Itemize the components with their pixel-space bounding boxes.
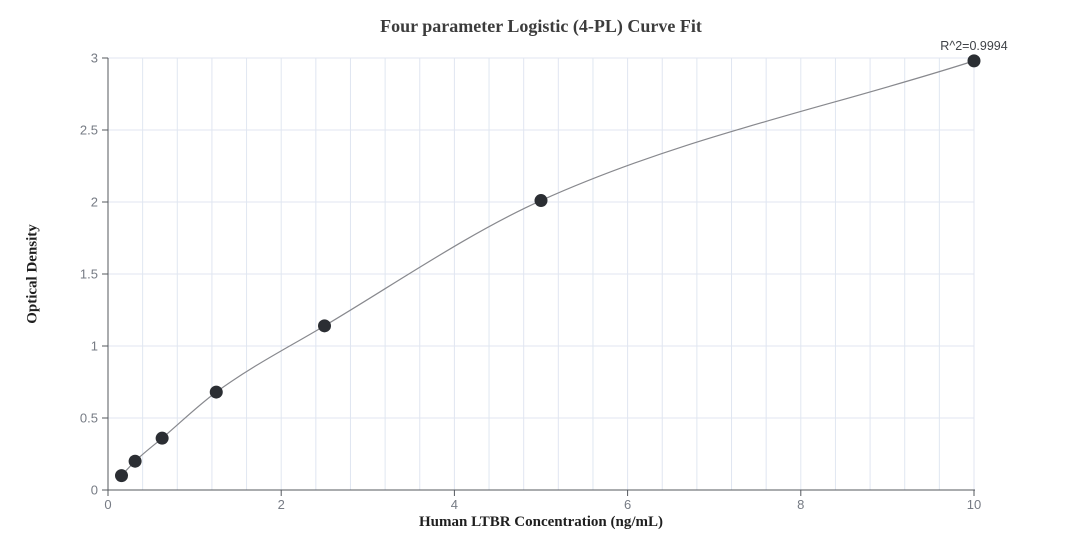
x-tick-label: 6: [624, 497, 631, 512]
data-point[interactable]: [115, 469, 129, 483]
x-tick-label: 8: [797, 497, 804, 512]
data-point[interactable]: [128, 454, 142, 468]
y-tick-label: 1.5: [80, 267, 98, 282]
r-squared-annotation: R^2=0.9994: [940, 39, 1007, 53]
fit-curve: [121, 60, 975, 477]
data-point[interactable]: [318, 319, 331, 333]
data-point[interactable]: [155, 431, 169, 445]
x-tick-label: 10: [967, 497, 981, 512]
x-tick-label: 2: [278, 497, 285, 512]
y-axis-title-text: Optical Density: [24, 224, 41, 324]
x-tick-label: 0: [104, 497, 111, 512]
y-tick-label: 0.5: [80, 411, 98, 426]
y-tick-label: 1: [91, 339, 98, 354]
y-tick-label: 2: [91, 195, 98, 210]
chart-title: Four parameter Logistic (4-PL) Curve Fit: [380, 16, 702, 36]
data-point[interactable]: [967, 54, 981, 68]
y-tick-label: 2.5: [80, 123, 98, 138]
x-tick-label: 4: [451, 497, 458, 512]
x-axis-title: Human LTBR Concentration (ng/mL): [418, 514, 664, 530]
data-point[interactable]: [534, 194, 548, 208]
data-point[interactable]: [209, 385, 223, 399]
y-tick-label: 0: [91, 483, 98, 498]
y-tick-label: 3: [91, 51, 98, 66]
